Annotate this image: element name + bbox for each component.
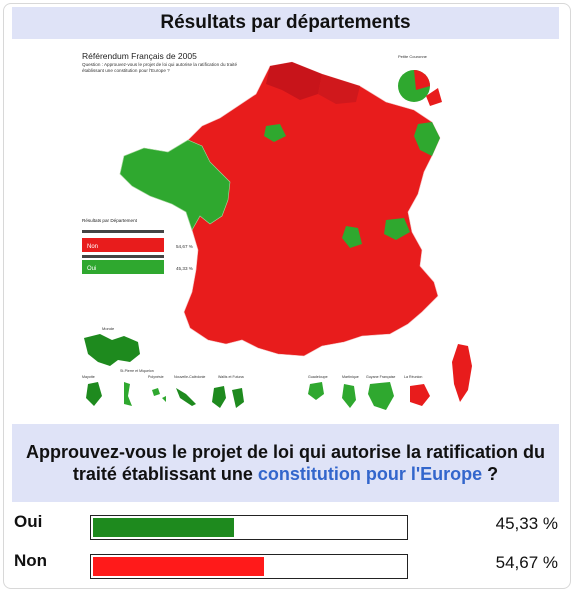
nouvelle-caledonie-shape bbox=[176, 388, 196, 406]
result-bar-oui bbox=[90, 515, 408, 540]
legend-title: Résultats par Département bbox=[82, 218, 138, 223]
guadeloupe-shape bbox=[308, 382, 324, 400]
inset-label-reunion: La Réunion bbox=[404, 375, 422, 379]
west-departments-oui bbox=[119, 139, 231, 231]
paris-oui bbox=[264, 124, 286, 142]
result-percent-oui: 45,33 % bbox=[495, 514, 558, 533]
result-bar-fill-oui bbox=[93, 518, 234, 537]
inset-label-wallis: Wallis et Futuna bbox=[218, 375, 244, 379]
north-departments-dark bbox=[266, 62, 322, 100]
world-inset bbox=[84, 334, 140, 366]
legend-pct-oui: 45,33 % bbox=[176, 266, 193, 271]
rhone-oui bbox=[342, 226, 362, 248]
question-banner: Approuvez-vous le projet de loi qui auto… bbox=[12, 424, 559, 502]
map-title: Référendum Français de 2005 bbox=[82, 51, 197, 61]
legend-scale-oui bbox=[82, 255, 164, 258]
result-bar-non bbox=[90, 554, 408, 579]
north-departments-dark-2 bbox=[318, 74, 360, 104]
inset-label-nouvelle-caledonie: Nouvelle-Calédonie bbox=[174, 375, 205, 379]
result-bar-fill-non bbox=[93, 557, 264, 576]
question-text-after: ? bbox=[482, 464, 499, 484]
result-percent-non: 54,67 % bbox=[495, 553, 558, 572]
reunion-shape bbox=[410, 384, 430, 406]
inset-label-spm: St-Pierre et Miquelon bbox=[120, 369, 154, 373]
polynesie-shape bbox=[152, 388, 166, 402]
result-row-non: Non 54,67 % bbox=[12, 551, 562, 581]
martinique-shape bbox=[342, 384, 356, 408]
section-title-text: Résultats par départements bbox=[160, 12, 411, 33]
inset-label-martinique: Martinique bbox=[342, 375, 359, 379]
inset-label-guadeloupe: Guadeloupe bbox=[308, 375, 328, 379]
legend-label-oui: Oui bbox=[87, 266, 96, 272]
legend-swatch-oui bbox=[82, 260, 164, 274]
legend-swatch-non bbox=[82, 238, 164, 252]
inset-label-guyane: Guyane Française bbox=[366, 375, 395, 379]
legend-pct-non: 54,67 % bbox=[176, 244, 193, 249]
spm-shape bbox=[124, 382, 132, 406]
map-question-line-2: établissant une constitution pour l'Euro… bbox=[82, 68, 170, 73]
mayotte-shape bbox=[86, 382, 102, 406]
constitution-link[interactable]: constitution pour l'Europe bbox=[257, 464, 483, 484]
result-label-oui: Oui bbox=[14, 512, 43, 531]
section-title: Résultats par départements bbox=[12, 7, 559, 39]
inset-label-monde: Monde bbox=[102, 326, 115, 331]
petite-couronne-non-2 bbox=[426, 88, 442, 106]
petite-couronne-non bbox=[414, 70, 430, 90]
inset-label-petite-couronne: Petite Couronne bbox=[398, 54, 428, 59]
map-question-line-1: Question : Approuvez-vous le projet de l… bbox=[82, 62, 237, 67]
wallis-shape bbox=[212, 386, 244, 408]
inset-label-polynesie: Polynésie bbox=[148, 375, 164, 379]
question-text-before: Approuvez-vous le projet de loi qui auto… bbox=[25, 442, 546, 484]
inset-label-mayotte: Mayotte bbox=[82, 375, 95, 379]
alsace-oui bbox=[414, 122, 440, 156]
legend-label-non: Non bbox=[87, 244, 98, 250]
result-row-oui: Oui 45,33 % bbox=[12, 512, 562, 542]
results-map[interactable]: Référendum Français de 2005 Question : A… bbox=[60, 44, 490, 416]
guyane-shape bbox=[368, 382, 394, 410]
legend-scale-non bbox=[82, 230, 164, 233]
question-text: Approuvez-vous le projet de loi qui auto… bbox=[12, 441, 559, 485]
result-label-non: Non bbox=[14, 551, 48, 570]
corsica-non bbox=[452, 344, 472, 402]
savoie-oui bbox=[384, 218, 410, 240]
